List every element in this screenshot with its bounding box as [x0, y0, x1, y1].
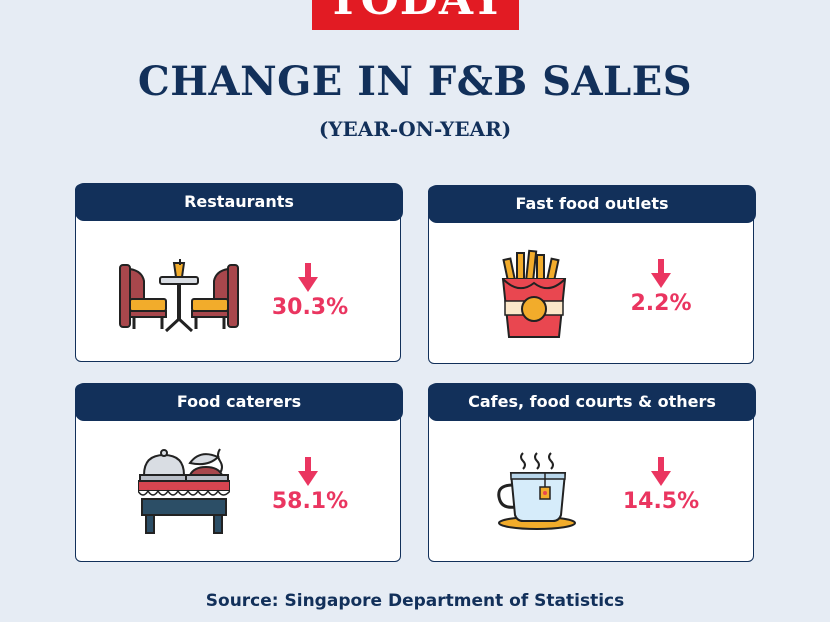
down-arrow-icon — [651, 259, 671, 288]
card-header-restaurants: Restaurants — [75, 183, 403, 221]
french-fries-icon — [501, 249, 567, 338]
change-value-food-caterers: 58.1% — [271, 489, 349, 514]
card-header-fast-food: Fast food outlets — [428, 185, 756, 223]
down-arrow-icon — [298, 263, 318, 292]
logo-text: TODAY — [312, 0, 519, 25]
down-arrow-icon — [651, 457, 671, 486]
today-logo: TODAY — [312, 0, 519, 30]
change-value-cafes: 14.5% — [622, 489, 700, 514]
page-title: CHANGE IN F&B SALES — [137, 58, 693, 105]
page-subtitle: (YEAR-ON-YEAR) — [318, 117, 512, 141]
card-fast-food: Fast food outlets 2.2% — [428, 185, 756, 364]
coffee-cup-icon — [497, 452, 576, 530]
change-value-fast-food: 2.2% — [630, 291, 692, 316]
change-value-restaurants: 30.3% — [271, 295, 349, 320]
restaurant-table-icon — [119, 259, 239, 333]
card-header-food-caterers: Food caterers — [75, 383, 403, 421]
card-restaurants: Restaurants 30.3% — [75, 183, 403, 362]
card-header-cafes: Cafes, food courts & others — [428, 383, 756, 421]
source-note: Source: Singapore Department of Statisti… — [205, 591, 625, 611]
card-food-caterers: Food caterers 58.1% — [75, 383, 403, 562]
card-cafes: Cafes, food courts & others 14.5% — [428, 383, 756, 562]
catering-buffet-icon — [138, 448, 230, 534]
down-arrow-icon — [298, 457, 318, 486]
